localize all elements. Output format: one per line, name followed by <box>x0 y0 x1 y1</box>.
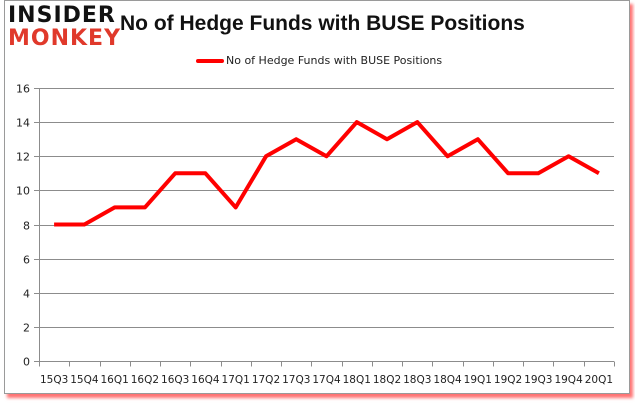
x-tick-label: 17Q4 <box>312 374 341 386</box>
x-tick-label: 18Q4 <box>433 374 462 386</box>
y-tick-label: 14 <box>16 117 30 130</box>
y-tick-label: 8 <box>23 220 30 233</box>
x-tick-label: 20Q1 <box>585 374 613 386</box>
x-tick-label: 18Q3 <box>403 374 431 386</box>
chart-title: No of Hedge Funds with BUSE Positions <box>120 12 525 35</box>
y-axis-ticks: 0 2 4 6 8 10 12 14 16 <box>16 83 39 369</box>
chart-legend: No of Hedge Funds with BUSE Positions <box>196 54 442 67</box>
insider-monkey-logo: INSIDER MONKEY <box>8 5 143 53</box>
x-axis-ticks: 15Q3 15Q4 16Q1 16Q2 16Q3 16Q4 17Q1 17Q2 17Q3 17Q4… <box>39 361 615 386</box>
logo-line-1: INSIDER <box>8 3 116 28</box>
y-tick-label: 6 <box>23 254 30 267</box>
x-tick-label: 16Q4 <box>191 374 220 386</box>
legend-label: No of Hedge Funds with BUSE Positions <box>226 54 443 67</box>
y-tick-label: 16 <box>16 83 30 96</box>
y-tick-label: 12 <box>16 151 30 164</box>
x-tick-label: 17Q3 <box>282 374 310 386</box>
x-tick-label: 15Q4 <box>70 374 99 386</box>
y-tick-label: 2 <box>23 322 30 335</box>
logo-line-2: MONKEY <box>8 26 122 51</box>
axes <box>39 88 614 362</box>
x-tick-label: 19Q1 <box>464 374 492 386</box>
gridlines <box>39 88 614 328</box>
y-tick-label: 4 <box>23 288 30 301</box>
y-tick-label: 10 <box>16 185 30 198</box>
x-tick-label: 16Q1 <box>101 374 129 386</box>
x-tick-label: 15Q3 <box>40 374 68 386</box>
x-tick-label: 16Q3 <box>161 374 189 386</box>
x-tick-label: 16Q2 <box>131 374 159 386</box>
series-line <box>54 120 600 227</box>
x-tick-label: 17Q2 <box>252 374 280 386</box>
legend-line-swatch-icon <box>196 58 224 63</box>
chart-frame <box>4 0 630 394</box>
x-tick-label: 18Q1 <box>343 374 371 386</box>
x-tick-label: 17Q1 <box>222 374 250 386</box>
y-tick-label: 0 <box>23 356 30 369</box>
x-tick-label: 19Q3 <box>524 374 552 386</box>
x-tick-label: 18Q2 <box>373 374 401 386</box>
x-tick-label: 19Q4 <box>554 374 583 386</box>
x-tick-label: 19Q2 <box>494 374 522 386</box>
